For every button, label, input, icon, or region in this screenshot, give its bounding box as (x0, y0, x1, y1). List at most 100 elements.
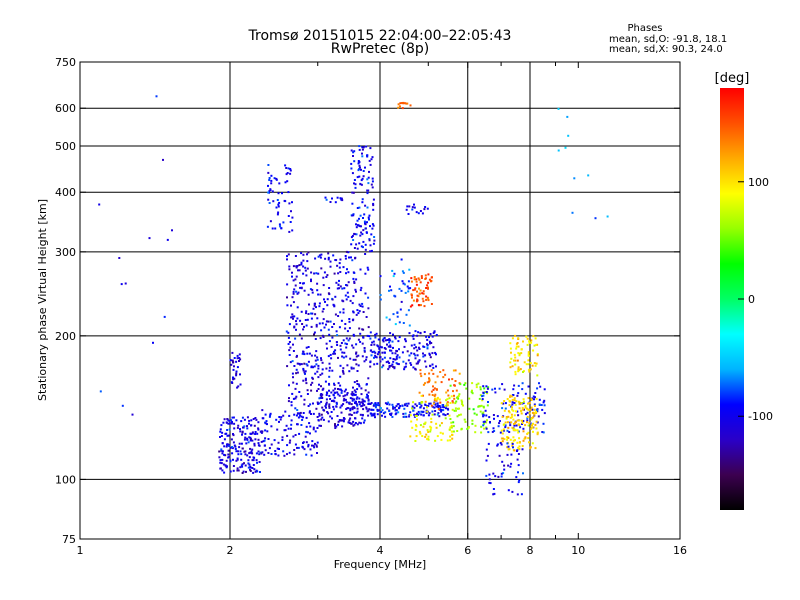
echo-point (367, 268, 370, 271)
echo-point (348, 320, 351, 323)
echo-point (249, 439, 252, 442)
echo-point (464, 382, 467, 385)
echo-point (317, 388, 320, 390)
echo-point (362, 229, 365, 232)
echo-point (430, 417, 433, 420)
echo-point (235, 459, 238, 462)
echo-point (335, 330, 338, 333)
echo-point (220, 448, 223, 451)
echo-point (387, 360, 390, 363)
echo-point (372, 414, 375, 417)
echo-point (522, 371, 524, 373)
echo-point (402, 412, 405, 415)
echo-point (422, 425, 425, 428)
echo-point (482, 414, 485, 417)
echo-point (417, 410, 420, 413)
echo-point (516, 450, 518, 452)
echo-point (479, 410, 482, 413)
echo-point (369, 163, 372, 166)
echo-point (428, 402, 431, 405)
echo-point (332, 254, 335, 257)
echo-point (254, 433, 257, 435)
echo-point (334, 313, 337, 316)
echo-point (426, 406, 429, 409)
echo-point (370, 414, 373, 417)
echo-point (322, 336, 325, 338)
echo-point (500, 429, 503, 432)
echo-point (303, 289, 306, 292)
echo-point (533, 362, 536, 365)
echo-point (278, 420, 280, 423)
echo-point (268, 190, 271, 193)
echo-point (241, 431, 244, 434)
echo-point (503, 400, 506, 402)
echo-point (526, 419, 529, 422)
echo-point (288, 341, 291, 343)
echo-point (526, 421, 528, 424)
echo-point (478, 397, 481, 400)
echo-point (513, 359, 515, 362)
echo-point (446, 398, 449, 401)
echo-point (435, 405, 438, 408)
echo-point (359, 234, 362, 237)
echo-point (486, 392, 489, 395)
echo-point (449, 418, 452, 420)
echo-point (427, 414, 430, 417)
echo-point (365, 231, 368, 234)
echo-point (376, 408, 379, 411)
echo-point (426, 346, 429, 349)
echo-point (162, 158, 164, 161)
echo-point (425, 298, 428, 301)
echo-point (415, 424, 417, 427)
echo-point (349, 397, 352, 400)
echo-point (356, 404, 359, 407)
echo-point (444, 414, 447, 417)
echo-point (152, 341, 154, 344)
echo-point (448, 397, 451, 400)
echo-point (350, 162, 353, 165)
echo-point (345, 343, 348, 346)
echo-point (238, 357, 241, 359)
echo-point (423, 305, 426, 308)
echo-point (352, 213, 355, 216)
echo-point (299, 282, 302, 284)
x-tick-label: 6 (464, 544, 471, 557)
echo-point (364, 166, 366, 169)
echo-point (361, 155, 364, 158)
echo-point (438, 398, 441, 401)
echo-point (518, 479, 521, 482)
echo-point (532, 430, 534, 433)
echo-point (514, 334, 517, 337)
echo-point (221, 458, 224, 461)
echo-point (404, 291, 407, 294)
echo-point (365, 396, 368, 399)
echo-point (302, 328, 305, 331)
echo-point (504, 407, 507, 410)
echo-point (324, 257, 327, 260)
echo-point (526, 417, 529, 420)
echo-point (450, 395, 453, 398)
echo-point (337, 356, 339, 359)
echo-point (456, 430, 459, 432)
echo-point (226, 443, 229, 446)
echo-point (277, 454, 280, 457)
echo-point (376, 353, 379, 356)
echo-point (319, 256, 322, 259)
echo-point (219, 459, 222, 462)
echo-point (219, 467, 222, 470)
echo-point (304, 435, 307, 438)
echo-point (363, 360, 366, 363)
echo-point (300, 261, 303, 264)
echo-point (372, 404, 375, 407)
echo-point (455, 400, 458, 403)
echo-point (326, 392, 329, 394)
echo-point (407, 402, 410, 405)
echo-point (326, 304, 329, 307)
echo-point (388, 366, 391, 369)
echo-point (485, 385, 488, 388)
echo-point (530, 427, 533, 430)
echo-point (327, 412, 330, 415)
echo-point (427, 286, 429, 289)
echo-point (509, 347, 512, 350)
echo-point (246, 454, 249, 457)
